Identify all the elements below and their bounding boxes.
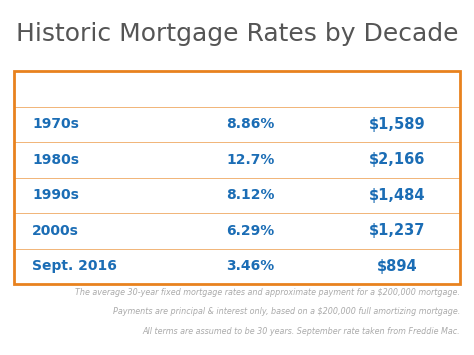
Text: $1,589: $1,589 <box>369 117 426 132</box>
Text: Payment: Payment <box>301 82 369 96</box>
Text: $1,484: $1,484 <box>369 188 426 203</box>
Text: 8.12%: 8.12% <box>226 188 274 202</box>
Text: Average Rate: Average Rate <box>131 82 237 96</box>
Text: Historic Mortgage Rates by Decade: Historic Mortgage Rates by Decade <box>16 22 458 46</box>
Text: $2,166: $2,166 <box>369 152 426 167</box>
Text: $894: $894 <box>377 259 418 274</box>
Text: 2000s: 2000s <box>32 224 79 238</box>
Text: 6.29%: 6.29% <box>226 224 274 238</box>
Text: Decade: Decade <box>32 82 90 96</box>
Text: The average 30-year fixed mortgage rates and approximate payment for a $200,000 : The average 30-year fixed mortgage rates… <box>75 288 460 296</box>
Text: 8.86%: 8.86% <box>226 117 274 131</box>
Text: 1980s: 1980s <box>32 153 79 167</box>
Text: All terms are assumed to be 30 years. September rate taken from Freddie Mac.: All terms are assumed to be 30 years. Se… <box>142 327 460 335</box>
Text: 12.7%: 12.7% <box>226 153 274 167</box>
Text: Payments are principal & interest only, based on a $200,000 full amortizing mort: Payments are principal & interest only, … <box>112 307 460 316</box>
Text: Sept. 2016: Sept. 2016 <box>32 259 117 273</box>
Text: $1,237: $1,237 <box>369 223 426 238</box>
Text: 1970s: 1970s <box>32 117 79 131</box>
Text: 3.46%: 3.46% <box>226 259 274 273</box>
Text: 1990s: 1990s <box>32 188 79 202</box>
